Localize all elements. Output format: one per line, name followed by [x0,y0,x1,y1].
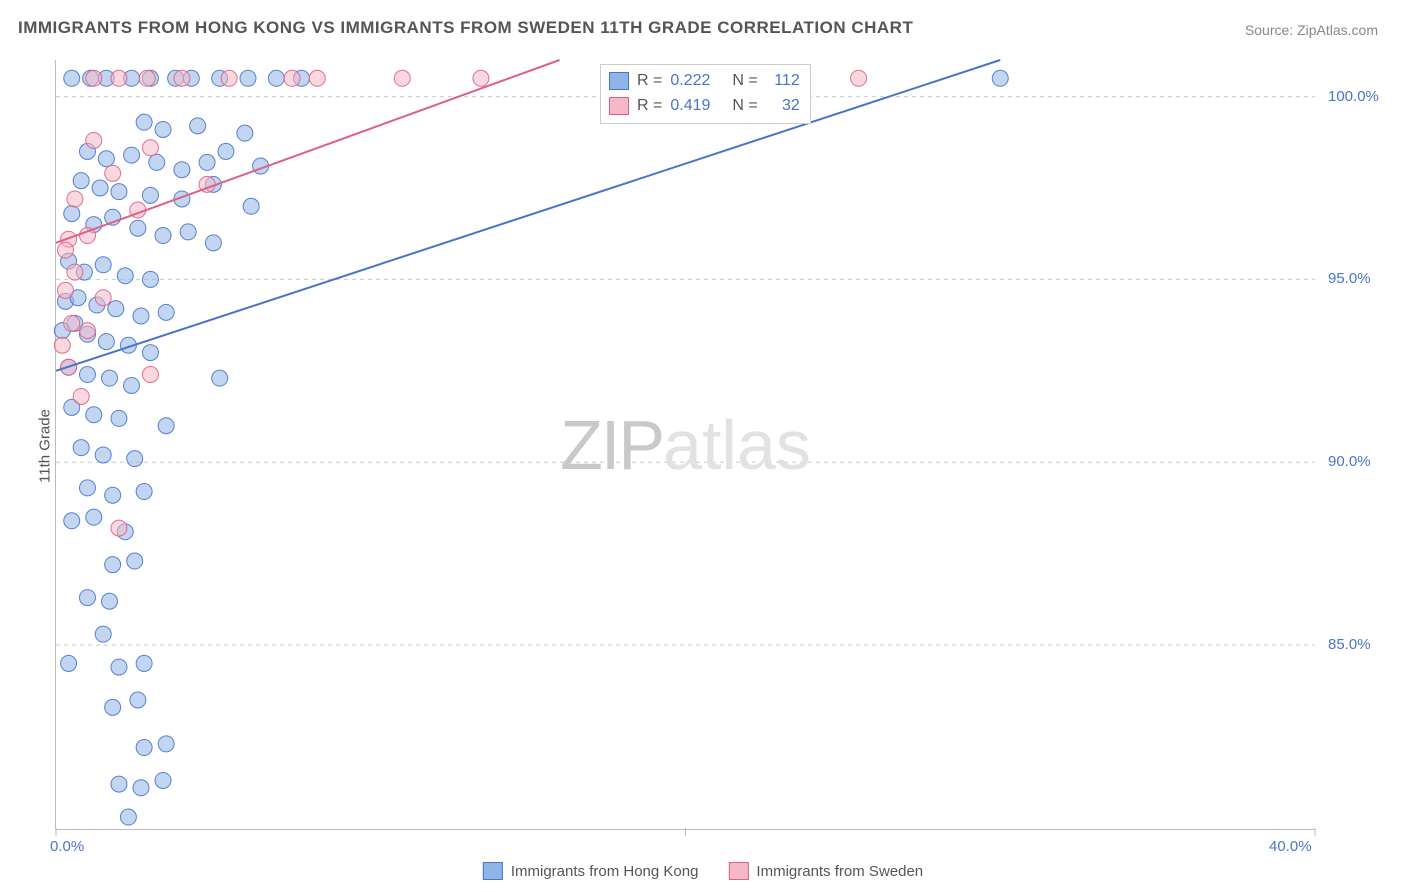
x-tick-label: 0.0% [50,838,84,855]
chart-source: Source: ZipAtlas.com [1245,22,1378,38]
plot-area: ZIPatlas [55,60,1315,830]
stats-n-label: N = [732,94,757,119]
source-label: Source: [1245,22,1297,38]
stats-n-label: N = [732,69,757,94]
stats-n-value: 32 [766,94,800,119]
bottom-legend: Immigrants from Hong Kong Immigrants from… [483,862,923,880]
legend-label: Immigrants from Sweden [756,863,923,880]
legend-item: Immigrants from Sweden [728,862,923,880]
y-tick-label: 100.0% [1328,88,1379,105]
stats-r-value: 0.419 [670,94,710,119]
stats-r-label: R = [637,94,662,119]
stats-box: R = 0.222 N = 112 R = 0.419 N = 32 [600,64,811,124]
legend-swatch [483,862,503,880]
stats-row: R = 0.419 N = 32 [609,94,800,119]
legend-item: Immigrants from Hong Kong [483,862,699,880]
stats-r-label: R = [637,69,662,94]
chart-title: IMMIGRANTS FROM HONG KONG VS IMMIGRANTS … [18,18,913,38]
y-tick-label: 95.0% [1328,270,1371,287]
y-tick-label: 90.0% [1328,453,1371,470]
stats-r-value: 0.222 [670,69,710,94]
y-axis-label: 11th Grade [36,409,53,483]
legend-swatch [728,862,748,880]
x-tick-label: 40.0% [1269,838,1312,855]
legend-label: Immigrants from Hong Kong [511,863,699,880]
stats-swatch [609,72,629,90]
chart-svg [56,60,1315,829]
stats-swatch [609,97,629,115]
source-value: ZipAtlas.com [1297,22,1378,38]
stats-n-value: 112 [766,69,800,94]
y-tick-label: 85.0% [1328,636,1371,653]
stats-row: R = 0.222 N = 112 [609,69,800,94]
